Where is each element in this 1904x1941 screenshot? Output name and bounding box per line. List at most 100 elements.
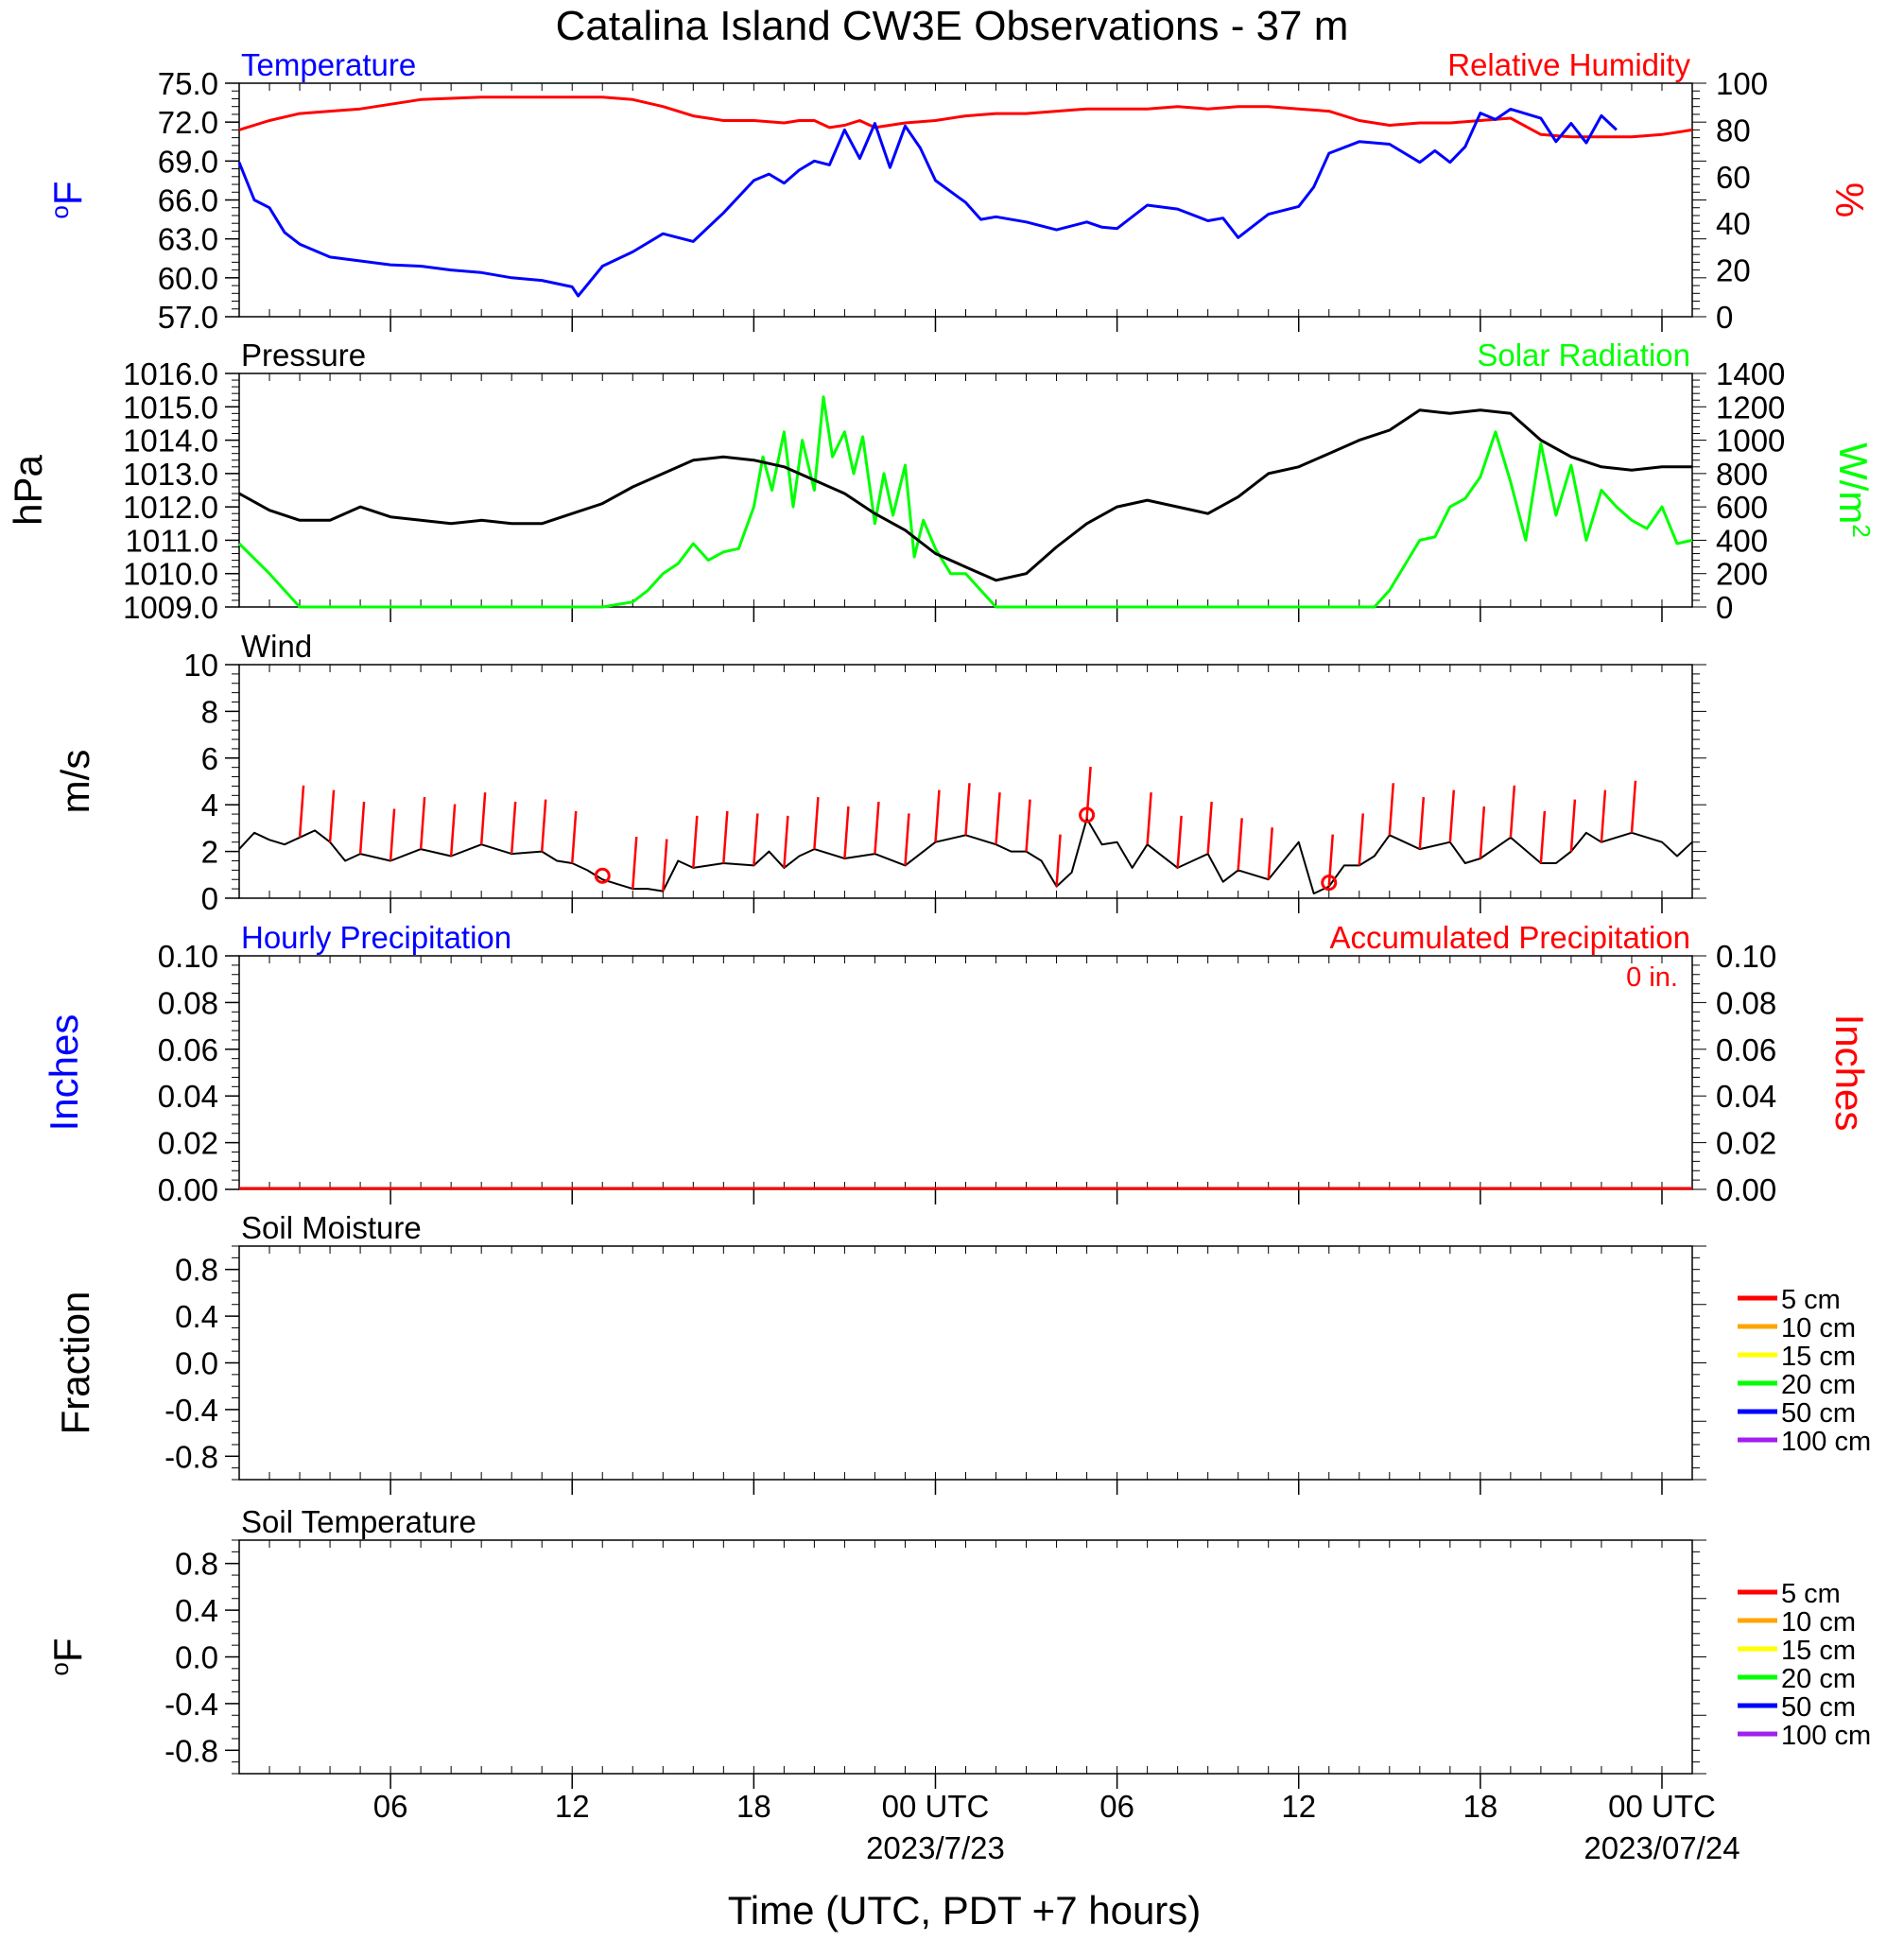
y-left-tick-label: 10 — [183, 648, 218, 683]
wind-barb — [1418, 797, 1426, 850]
accumulated-precip-total: 0 in. — [1626, 962, 1678, 993]
wind-barb — [843, 806, 850, 859]
x-tick-label: 06 — [373, 1789, 408, 1824]
wind-barb — [1055, 834, 1062, 887]
wind-barb — [1539, 810, 1547, 864]
legend-label: 5 cm — [1781, 1579, 1841, 1609]
x-axis-label: Time (UTC, PDT +7 hours) — [728, 1888, 1202, 1932]
panel-frame — [238, 1539, 1693, 1775]
legend-label: 15 cm — [1781, 1636, 1856, 1666]
wind-barb — [1569, 799, 1577, 852]
wind-barb — [722, 810, 729, 864]
y-right-tick-label: 1200 — [1716, 390, 1785, 425]
y-right-tick-label: 1000 — [1716, 424, 1785, 459]
wind-barb — [753, 813, 759, 866]
y-right-tick-label: 600 — [1716, 490, 1768, 525]
y-left-tick-label: 69.0 — [158, 144, 218, 179]
calm-wind-marker — [594, 867, 611, 884]
x-tick-label: 12 — [1281, 1789, 1316, 1824]
wind-barb — [1448, 789, 1456, 842]
y-left-axis-label: Inches — [42, 1014, 86, 1132]
y-right-tick-label: 200 — [1716, 557, 1768, 592]
y-right-tick-label: 0.02 — [1716, 1126, 1776, 1161]
y-left-tick-label: 57.0 — [158, 300, 218, 335]
panel-title-left: Soil Moisture — [241, 1210, 422, 1245]
wind-barb — [632, 837, 638, 890]
relative-humidity-line — [238, 95, 1693, 139]
y-left-tick-label: -0.4 — [164, 1687, 218, 1722]
y-left-tick-label: 8 — [201, 694, 218, 729]
wind-barb — [570, 810, 578, 864]
wind-barb — [540, 799, 547, 852]
y-left-tick-label: 1013.0 — [123, 457, 218, 492]
y-left-tick-label: 1010.0 — [123, 557, 218, 592]
panel-temp_rh: 75.0 72.0 69.0 66.0 63.0 60.0 57.0 100 80 60 40 20 0… — [45, 47, 1872, 335]
y-left-tick-label: 0.0 — [175, 1346, 218, 1381]
wind-barb — [1085, 766, 1092, 820]
y-left-tick-label: 6 — [201, 741, 218, 776]
panel-frame — [238, 1245, 1693, 1481]
y-right-tick-label: 800 — [1716, 457, 1768, 492]
wind-barb — [1630, 780, 1637, 833]
wind-barb — [328, 789, 336, 842]
y-left-tick-label: 1014.0 — [123, 424, 218, 459]
y-left-tick-label: 60.0 — [158, 261, 218, 296]
y-left-tick-label: 1015.0 — [123, 390, 218, 425]
y-right-tick-label: 0 — [1716, 590, 1733, 625]
wind-barb — [1176, 815, 1183, 868]
y-right-tick-label: 100 — [1716, 66, 1768, 101]
legend-label: 50 cm — [1781, 1398, 1856, 1429]
y-left-tick-label: 0 — [201, 881, 218, 916]
y-right-tick-label: 20 — [1716, 253, 1751, 288]
wind-barb — [389, 808, 396, 861]
wind-barb — [964, 783, 971, 836]
wind-barb — [1509, 785, 1516, 838]
y-left-tick-label: 4 — [201, 788, 218, 823]
calm-wind-marker — [1321, 875, 1338, 892]
legend-label: 100 cm — [1781, 1721, 1871, 1751]
y-right-tick-label: 0.06 — [1716, 1032, 1776, 1067]
legend-label: 10 cm — [1781, 1607, 1856, 1638]
y-left-tick-label: 0.8 — [175, 1253, 218, 1288]
y-left-tick-label: 0.02 — [158, 1126, 218, 1161]
panel-soil_moisture: 0.8 0.4 0.0 -0.4 -0.8 Soil Moisture Fraction 5 … — [53, 1210, 1871, 1495]
y-right-axis-label: % — [1827, 182, 1872, 217]
y-right-tick-label: 60 — [1716, 160, 1751, 195]
y-right-tick-label: 0.10 — [1716, 939, 1776, 974]
panel-frame — [238, 82, 1693, 318]
y-left-tick-label: 0.4 — [175, 1299, 218, 1334]
y-left-tick-label: 2 — [201, 835, 218, 870]
legend-label: 5 cm — [1781, 1285, 1841, 1315]
y-left-tick-label: 66.0 — [158, 183, 218, 218]
panel-title-left: Hourly Precipitation — [241, 920, 511, 955]
wind-barb — [874, 801, 880, 855]
y-right-axis-label: W/m2 — [1831, 442, 1876, 538]
wind-barb — [510, 801, 517, 855]
panel-wind: 10 8 6 4 2 0 Wind m/s — [53, 629, 1706, 916]
y-right-tick-label: 400 — [1716, 523, 1768, 558]
y-left-axis-label: oF — [45, 1638, 90, 1675]
y-left-tick-label: 63.0 — [158, 222, 218, 257]
y-left-tick-label: 72.0 — [158, 105, 218, 140]
wind-barb — [995, 792, 1001, 845]
panel-frame — [238, 955, 1693, 1190]
x-tick-label: 00 UTC — [882, 1789, 990, 1824]
wind-barb — [298, 785, 305, 838]
wind-barb — [1237, 818, 1243, 871]
panel-title-right: Relative Humidity — [1447, 47, 1690, 82]
wind-barb — [813, 797, 820, 850]
y-left-tick-label: 0.00 — [158, 1172, 218, 1207]
y-right-tick-label: 0.04 — [1716, 1079, 1776, 1114]
legend-label: 20 cm — [1781, 1370, 1856, 1400]
wind-barb — [1267, 827, 1273, 880]
panel-frame — [238, 664, 1693, 899]
y-left-tick-label: 0.0 — [175, 1640, 218, 1675]
panels: 75.072.069.066.063.060.057.0100806040200… — [6, 47, 1876, 1865]
y-left-tick-label: -0.8 — [164, 1439, 218, 1474]
y-left-tick-label: 0.4 — [175, 1593, 218, 1628]
y-left-tick-label: 0.04 — [158, 1079, 218, 1114]
y-left-tick-label: 1012.0 — [123, 490, 218, 525]
y-left-tick-label: 0.08 — [158, 985, 218, 1020]
y-right-axis-label: Inches — [1827, 1014, 1872, 1132]
panel-title-left: Temperature — [241, 47, 416, 82]
